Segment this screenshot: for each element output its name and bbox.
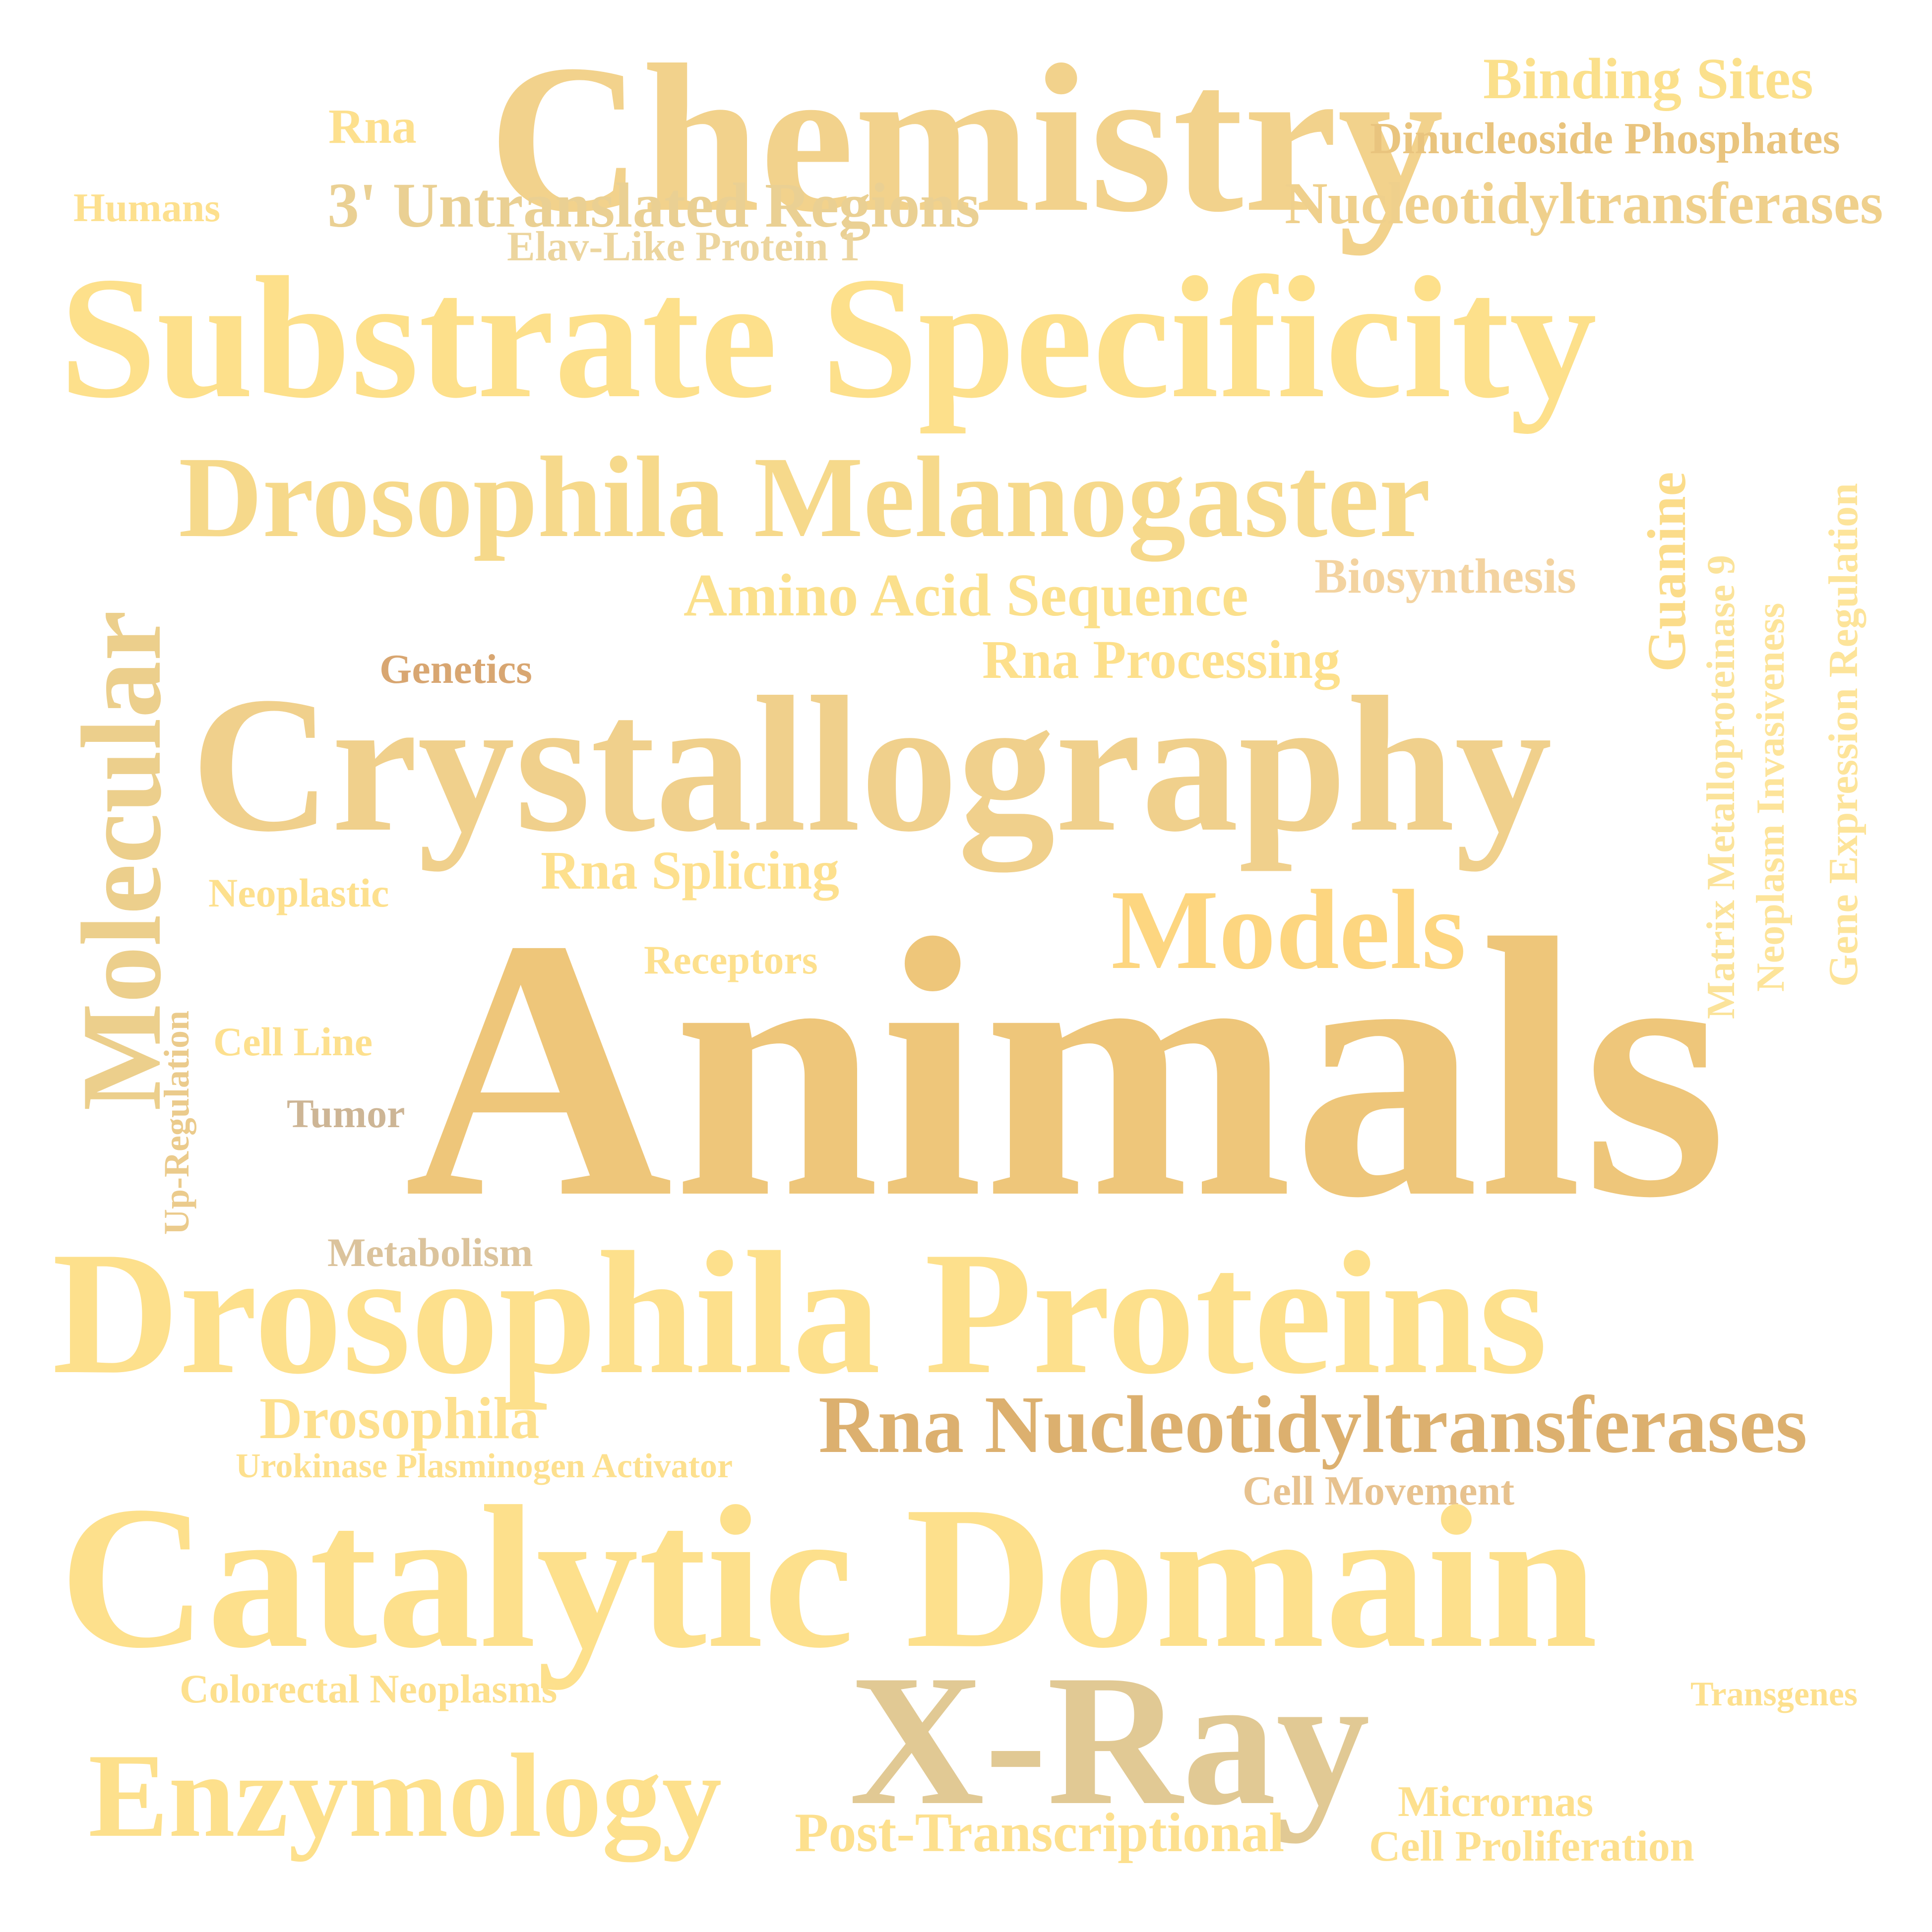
word-matrix-metalloproteinase-9: Matrix Metalloproteinase 9 xyxy=(1699,554,1743,1019)
word-urokinase-plasminogen-activator: Urokinase Plasminogen Activator xyxy=(236,1447,733,1485)
word-crystallography: Crystallography xyxy=(191,657,1552,872)
word-rna-nucleotidyltransferases: Rna Nucleotidyltransferases xyxy=(818,1379,1807,1470)
word-catalytic-domain: Catalytic Domain xyxy=(60,1464,1598,1690)
word-drosophila-proteins: Drosophila Proteins xyxy=(52,1215,1548,1410)
word-amino-acid-sequence: Amino Acid Sequence xyxy=(684,562,1248,629)
word-gene-expression-regulation: Gene Expression Regulation xyxy=(1820,483,1867,987)
word-biosynthesis: Biosynthesis xyxy=(1314,548,1576,604)
word-metabolism: Metabolism xyxy=(327,1230,533,1275)
word-binding-sites: Binding Sites xyxy=(1483,46,1813,111)
word-humans: Humans xyxy=(73,185,221,230)
word-models: Models xyxy=(1111,866,1466,993)
word-post-transcriptional: Post-Transcriptional xyxy=(795,1802,1285,1864)
word-colorectal-neoplasms: Colorectal Neoplasms xyxy=(180,1666,558,1711)
word-substrate-specificity: Substrate Specificity xyxy=(60,241,1597,434)
word-neoplasm-invasiveness: Neoplasm Invasiveness xyxy=(1749,603,1793,992)
word-genetics: Genetics xyxy=(379,646,532,692)
word-drosophila-melanogaster: Drosophila Melanogaster xyxy=(179,432,1431,561)
word-rna: Rna xyxy=(328,99,417,154)
word-micrornas: Micrornas xyxy=(1398,1778,1594,1826)
word-cell-proliferation: Cell Proliferation xyxy=(1369,1822,1694,1871)
word-rna-splicing: Rna Splicing xyxy=(541,840,840,901)
word-3-untranslated-regions: 3' Untranslated Regions xyxy=(327,170,980,241)
word-chemistry: Chemistry xyxy=(489,21,1444,256)
word-guanine: Guanine xyxy=(1636,472,1697,672)
word-nucleotidyltransferases: Nucleotidyltransferases xyxy=(1285,170,1883,236)
word-elav-like-protein-1: Elav-Like Protein 1 xyxy=(507,223,860,270)
word-receptors: Receptors xyxy=(644,937,818,982)
word-tumor: Tumor xyxy=(287,1091,405,1136)
word-up-regulation: Up-Regulation xyxy=(157,1010,196,1235)
word-enzymology: Enzymology xyxy=(88,1729,722,1862)
word-cell-line: Cell Line xyxy=(213,1019,373,1064)
word-dinucleoside-phosphates: Dinucleoside Phosphates xyxy=(1370,114,1840,163)
word-animals: Animals xyxy=(404,863,1728,1274)
word-rna-processing: Rna Processing xyxy=(982,629,1341,690)
word-cell-movement: Cell Movement xyxy=(1243,1468,1515,1514)
word-transgenes: Transgenes xyxy=(1690,1675,1858,1713)
word-neoplastic: Neoplastic xyxy=(208,870,389,915)
word-x-ray: X-Ray xyxy=(849,1636,1370,1844)
word-drosophila: Drosophila xyxy=(259,1385,540,1451)
